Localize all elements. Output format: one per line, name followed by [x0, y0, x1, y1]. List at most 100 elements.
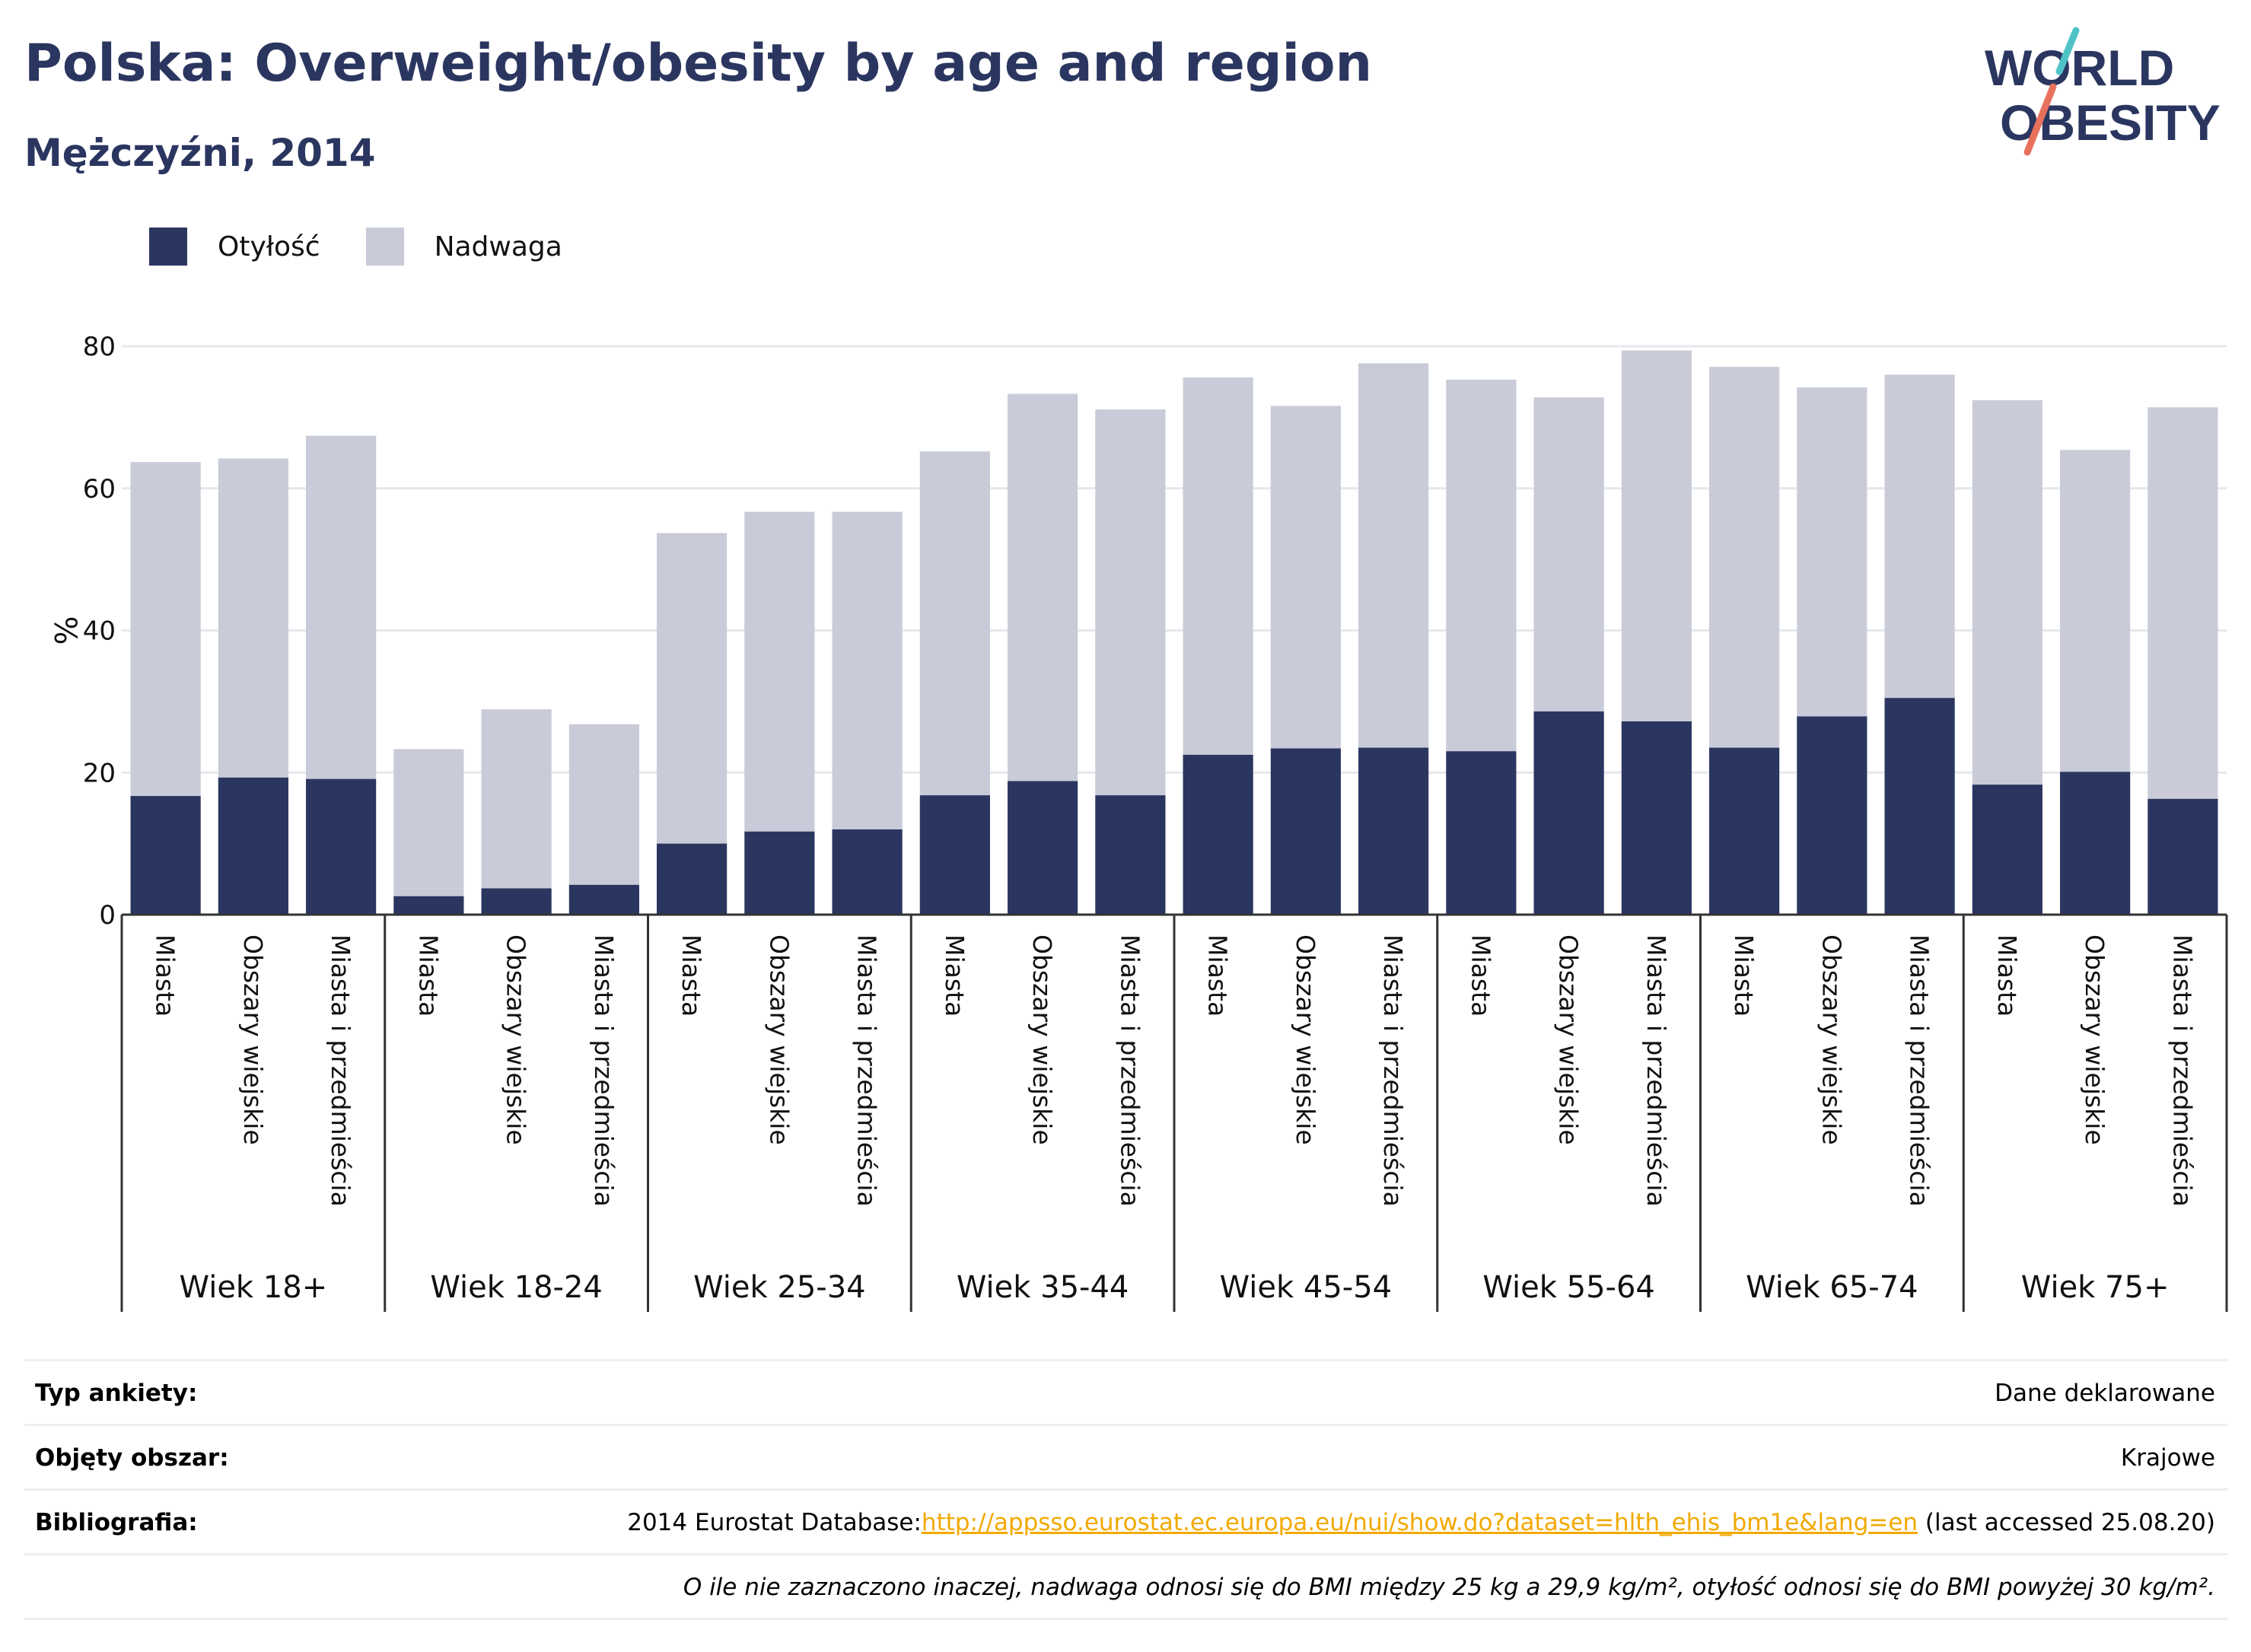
bar-obesity — [744, 831, 815, 915]
x-group-label: Wiek 45-54 — [1220, 1270, 1393, 1305]
bar-obesity — [1972, 785, 2042, 915]
bar-obesity — [1008, 781, 1078, 915]
bar-obesity — [1270, 748, 1341, 915]
legend-swatch-obesity — [149, 228, 187, 266]
row-note: O ile nie zaznaczono inaczej, nadwaga od… — [24, 1553, 2227, 1620]
bar-overweight — [481, 709, 552, 889]
y-tick-label: 80 — [83, 332, 116, 362]
legend-label-overweight: Nadwaga — [434, 231, 562, 263]
x-group-label: Wiek 75+ — [2021, 1270, 2170, 1305]
row-survey-type: Typ ankiety: Dane deklarowane — [24, 1359, 2227, 1424]
survey-type-value: Dane deklarowane — [1995, 1380, 2215, 1407]
bar-obesity — [832, 829, 903, 915]
bar-overweight — [2148, 407, 2218, 799]
x-group-label: Wiek 35-44 — [957, 1270, 1129, 1305]
bar-overweight — [1358, 363, 1429, 748]
bar-overweight — [1533, 397, 1604, 711]
bibliography-prefix: 2014 Eurostat Database: — [627, 1509, 922, 1536]
bar-obesity — [568, 884, 639, 915]
bar-obesity — [306, 778, 377, 915]
bar-overweight — [919, 451, 990, 796]
bibliography-value: 2014 Eurostat Database:http://appsso.eur… — [627, 1509, 2215, 1536]
bar-obesity — [481, 888, 552, 915]
survey-type-label: Typ ankiety: — [35, 1380, 198, 1407]
bar-overweight — [568, 724, 639, 885]
bar-obesity — [1358, 747, 1429, 915]
bar-overweight — [1972, 399, 2042, 785]
bar-overweight — [1884, 374, 1955, 699]
x-subcategory-label: Obszary wiejskie — [1554, 934, 1584, 1145]
bar-obesity — [393, 896, 464, 915]
definition-note: O ile nie zaznaczono inaczej, nadwaga od… — [683, 1574, 2215, 1601]
bar-overweight — [1270, 406, 1341, 749]
x-subcategory-label: Obszary wiejskie — [1816, 934, 1846, 1145]
bar-overweight — [744, 511, 815, 832]
logo-word-world: WORLD — [1985, 40, 2174, 96]
world-obesity-logo: WORLD OBESITY — [1985, 27, 2221, 156]
bar-overweight — [1797, 387, 1867, 717]
bar-overweight — [218, 458, 288, 778]
x-subcategory-label: Miasta i przedmieścia — [1641, 934, 1671, 1207]
row-bibliography: Bibliografia: 2014 Eurostat Database:htt… — [24, 1488, 2227, 1553]
area-label: Objęty obszar: — [35, 1444, 229, 1472]
bar-obesity — [1884, 698, 1955, 915]
x-subcategory-label: Obszary wiejskie — [1027, 934, 1057, 1145]
bar-obesity — [1183, 754, 1253, 915]
x-group-label: Wiek 18+ — [180, 1270, 328, 1305]
bibliography-suffix: (last accessed 25.08.20) — [1918, 1509, 2215, 1536]
bar-obesity — [1621, 721, 1692, 915]
bar-overweight — [657, 533, 728, 844]
stacked-bar-chart: 0 20 40 60 80% Miasta Obszary wiejskie Miasta i… — [47, 332, 2228, 1312]
y-tick-label: 20 — [83, 758, 116, 788]
x-subcategory-label: Obszary wiejskie — [501, 934, 531, 1145]
legend-swatch-overweight — [365, 228, 404, 266]
y-tick-label: 0 — [99, 900, 116, 931]
x-subcategory-label: Obszary wiejskie — [2080, 934, 2109, 1145]
y-tick-label: 60 — [83, 474, 116, 505]
x-subcategory-label: Miasta i przedmieścia — [1905, 934, 1934, 1207]
x-subcategory-label: Miasta — [151, 934, 180, 1017]
chart-legend: Otyłość Nadwaga — [149, 225, 608, 268]
logo-slash-top — [2055, 27, 2080, 75]
bar-overweight — [1008, 393, 1078, 781]
bar-overweight — [393, 749, 464, 896]
x-subcategory-label: Miasta — [1729, 934, 1759, 1017]
x-subcategory-label: Obszary wiejskie — [238, 934, 268, 1145]
x-subcategory-label: Miasta — [940, 934, 969, 1017]
area-value: Krajowe — [2120, 1444, 2215, 1472]
bar-overweight — [1621, 350, 1692, 722]
bar-overweight — [1446, 379, 1517, 752]
bibliography-label: Bibliografia: — [35, 1509, 198, 1536]
bar-obesity — [2060, 772, 2131, 915]
x-subcategory-label: Miasta i przedmieścia — [1115, 934, 1145, 1207]
bar-obesity — [1709, 747, 1780, 915]
x-subcategory-label: Miasta — [413, 934, 443, 1017]
x-group-label: Wiek 65-74 — [1746, 1270, 1918, 1305]
x-group-label: Wiek 25-34 — [693, 1270, 866, 1305]
x-subcategory-label: Miasta i przedmieścia — [2167, 934, 2197, 1207]
x-group-label: Wiek 55-64 — [1482, 1270, 1655, 1305]
bar-obesity — [1446, 751, 1517, 915]
y-tick-label: 40 — [83, 616, 116, 647]
bar-obesity — [1533, 711, 1604, 915]
bar-obesity — [657, 843, 728, 915]
bar-overweight — [130, 462, 201, 797]
bar-obesity — [1797, 716, 1867, 915]
info-table: Typ ankiety: Dane deklarowane Objęty obs… — [24, 1359, 2227, 1620]
bar-obesity — [1095, 795, 1166, 915]
bar-overweight — [1183, 377, 1253, 755]
bibliography-link[interactable]: http://appsso.eurostat.ec.europa.eu/nui/… — [921, 1509, 1918, 1536]
bar-obesity — [130, 796, 201, 915]
x-subcategory-label: Miasta i przedmieścia — [589, 934, 619, 1207]
row-area: Objęty obszar: Krajowe — [24, 1424, 2227, 1488]
bar-obesity — [919, 795, 990, 915]
x-subcategory-label: Miasta — [677, 934, 706, 1017]
logo-slash-bottom — [2023, 83, 2057, 156]
x-subcategory-label: Miasta i przedmieścia — [326, 934, 355, 1207]
x-subcategory-label: Miasta — [1203, 934, 1233, 1017]
x-subcategory-label: Miasta — [1466, 934, 1495, 1017]
chart-title: Polska: Overweight/obesity by age and re… — [24, 33, 1373, 94]
bar-overweight — [2060, 450, 2131, 772]
y-axis-label: % — [47, 616, 82, 645]
bar-obesity — [2148, 798, 2218, 915]
